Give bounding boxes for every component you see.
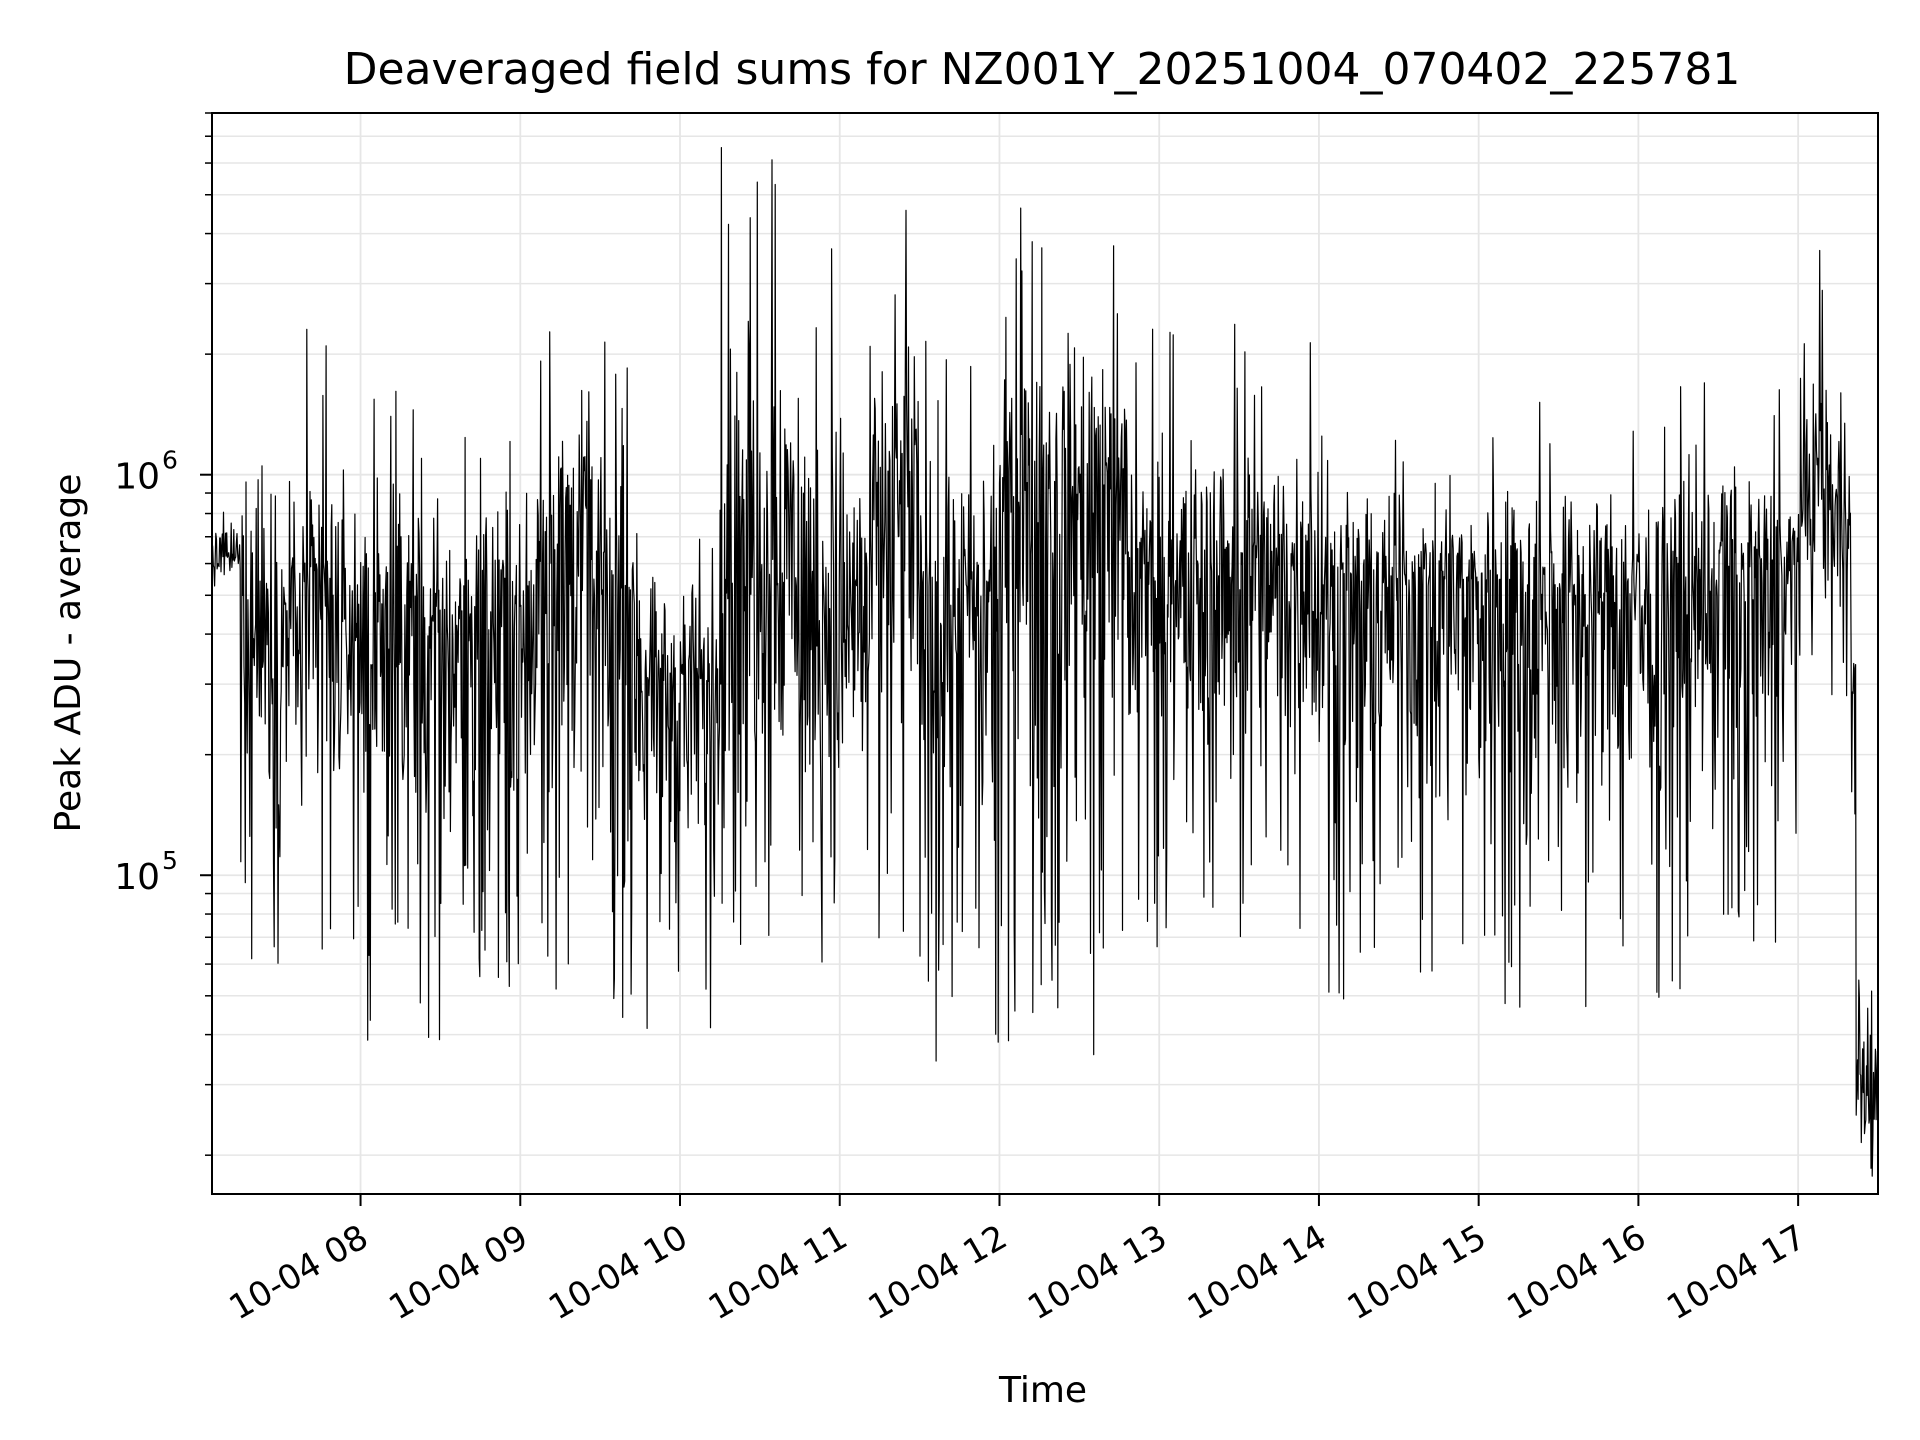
plot-frame bbox=[211, 112, 1879, 1195]
y-tick-label-base: 10 bbox=[114, 857, 160, 898]
y-axis-label: Peak ADU - average bbox=[48, 474, 89, 833]
x-axis-label: Time bbox=[998, 1370, 1087, 1411]
series-line bbox=[211, 147, 1879, 1177]
y-tick-label-exponent: 5 bbox=[162, 846, 178, 875]
data-series bbox=[211, 147, 1879, 1177]
y-tick-label-base: 10 bbox=[114, 457, 160, 498]
y-tick-label-exponent: 6 bbox=[162, 446, 178, 475]
chart-title: Deaveraged field sums for NZ001Y_2025100… bbox=[344, 44, 1741, 95]
